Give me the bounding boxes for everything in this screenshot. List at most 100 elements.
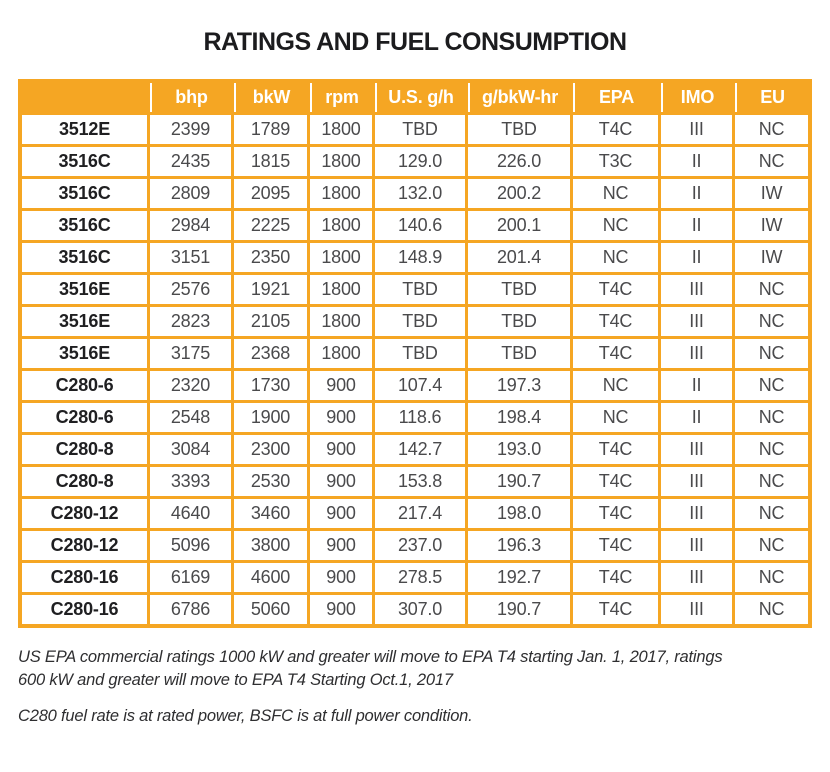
cell-imo: III [661,531,732,560]
cell-us-gh: TBD [375,115,465,144]
table-row: C280-8 3084 2300 900 142.7 193.0 T4C III NC [22,435,808,464]
column-header-rpm: rpm [310,83,372,112]
cell-eu: NC [735,563,808,592]
cell-eu: NC [735,371,808,400]
table-body: 3512E 2399 1789 1800 TBD TBD T4C III NC 3516C 2435… [22,115,808,624]
cell-bhp: 6786 [150,595,231,624]
cell-g-bkw-hr: 190.7 [468,467,570,496]
cell-rpm: 1800 [310,275,372,304]
cell-us-gh: 237.0 [375,531,465,560]
cell-us-gh: 148.9 [375,243,465,272]
cell-epa: T4C [573,563,658,592]
table-row: 3516E 3175 2368 1800 TBD TBD T4C III NC [22,339,808,368]
cell-imo: II [661,371,732,400]
table-row: 3516C 2984 2225 1800 140.6 200.1 NC II IW [22,211,808,240]
cell-imo: II [661,403,732,432]
cell-bkw: 1921 [234,275,307,304]
cell-rpm: 900 [310,435,372,464]
cell-g-bkw-hr: 198.0 [468,499,570,528]
cell-epa: T4C [573,499,658,528]
cell-rpm: 900 [310,531,372,560]
column-header-bhp: bhp [150,83,231,112]
cell-model: C280-8 [22,467,147,496]
cell-us-gh: TBD [375,275,465,304]
cell-eu: IW [735,179,808,208]
cell-bkw: 4600 [234,563,307,592]
cell-epa: T4C [573,307,658,336]
cell-epa: NC [573,371,658,400]
cell-model: 3512E [22,115,147,144]
cell-epa: T4C [573,275,658,304]
cell-us-gh: 278.5 [375,563,465,592]
cell-rpm: 900 [310,563,372,592]
table-row: C280-16 6786 5060 900 307.0 190.7 T4C III NC [22,595,808,624]
column-header-g-bkw-hr: g/bkW-hr [468,83,570,112]
cell-g-bkw-hr: 198.4 [468,403,570,432]
cell-g-bkw-hr: TBD [468,339,570,368]
cell-bhp: 3151 [150,243,231,272]
table-row: 3516C 3151 2350 1800 148.9 201.4 NC II IW [22,243,808,272]
cell-bkw: 3460 [234,499,307,528]
cell-rpm: 1800 [310,147,372,176]
table-header: bhp bkW rpm U.S. g/h g/bkW-hr EPA IMO EU [22,83,808,112]
cell-imo: III [661,595,732,624]
cell-model: 3516E [22,307,147,336]
cell-epa: T4C [573,435,658,464]
cell-epa: T3C [573,147,658,176]
cell-imo: III [661,307,732,336]
cell-bhp: 3084 [150,435,231,464]
cell-bhp: 2435 [150,147,231,176]
cell-eu: NC [735,307,808,336]
cell-eu: NC [735,595,808,624]
cell-us-gh: 107.4 [375,371,465,400]
cell-epa: T4C [573,115,658,144]
cell-imo: III [661,115,732,144]
cell-model: C280-12 [22,499,147,528]
cell-g-bkw-hr: TBD [468,275,570,304]
footnote-epa-ratings: US EPA commercial ratings 1000 kW and gr… [18,648,723,689]
cell-us-gh: 217.4 [375,499,465,528]
cell-model: C280-6 [22,371,147,400]
cell-us-gh: 142.7 [375,435,465,464]
cell-rpm: 900 [310,499,372,528]
cell-g-bkw-hr: 197.3 [468,371,570,400]
cell-us-gh: 307.0 [375,595,465,624]
cell-epa: T4C [573,339,658,368]
cell-bkw: 2300 [234,435,307,464]
cell-imo: II [661,211,732,240]
cell-g-bkw-hr: 193.0 [468,435,570,464]
cell-bhp: 6169 [150,563,231,592]
cell-rpm: 900 [310,467,372,496]
table-row: 3516E 2823 2105 1800 TBD TBD T4C III NC [22,307,808,336]
cell-model: C280-6 [22,403,147,432]
cell-g-bkw-hr: 196.3 [468,531,570,560]
cell-us-gh: 153.8 [375,467,465,496]
cell-bkw: 3800 [234,531,307,560]
table-row: C280-6 2548 1900 900 118.6 198.4 NC II NC [22,403,808,432]
cell-epa: NC [573,211,658,240]
cell-model: 3516C [22,179,147,208]
cell-g-bkw-hr: 200.1 [468,211,570,240]
cell-rpm: 1800 [310,307,372,336]
cell-us-gh: TBD [375,339,465,368]
cell-us-gh: 129.0 [375,147,465,176]
cell-us-gh: TBD [375,307,465,336]
column-header-us-gh: U.S. g/h [375,83,465,112]
column-header-eu: EU [735,83,808,112]
cell-bkw: 1730 [234,371,307,400]
page-title: RATINGS AND FUEL CONSUMPTION [203,28,627,56]
cell-us-gh: 132.0 [375,179,465,208]
cell-model: C280-16 [22,563,147,592]
table-row: 3516C 2809 2095 1800 132.0 200.2 NC II IW [22,179,808,208]
cell-model: C280-8 [22,435,147,464]
table-row: 3512E 2399 1789 1800 TBD TBD T4C III NC [22,115,808,144]
cell-imo: III [661,563,732,592]
cell-eu: NC [735,115,808,144]
cell-model: 3516C [22,211,147,240]
cell-rpm: 1800 [310,243,372,272]
cell-model: 3516C [22,147,147,176]
table-row: C280-8 3393 2530 900 153.8 190.7 T4C III NC [22,467,808,496]
cell-epa: T4C [573,595,658,624]
table-row: C280-6 2320 1730 900 107.4 197.3 NC II NC [22,371,808,400]
cell-bkw: 2225 [234,211,307,240]
